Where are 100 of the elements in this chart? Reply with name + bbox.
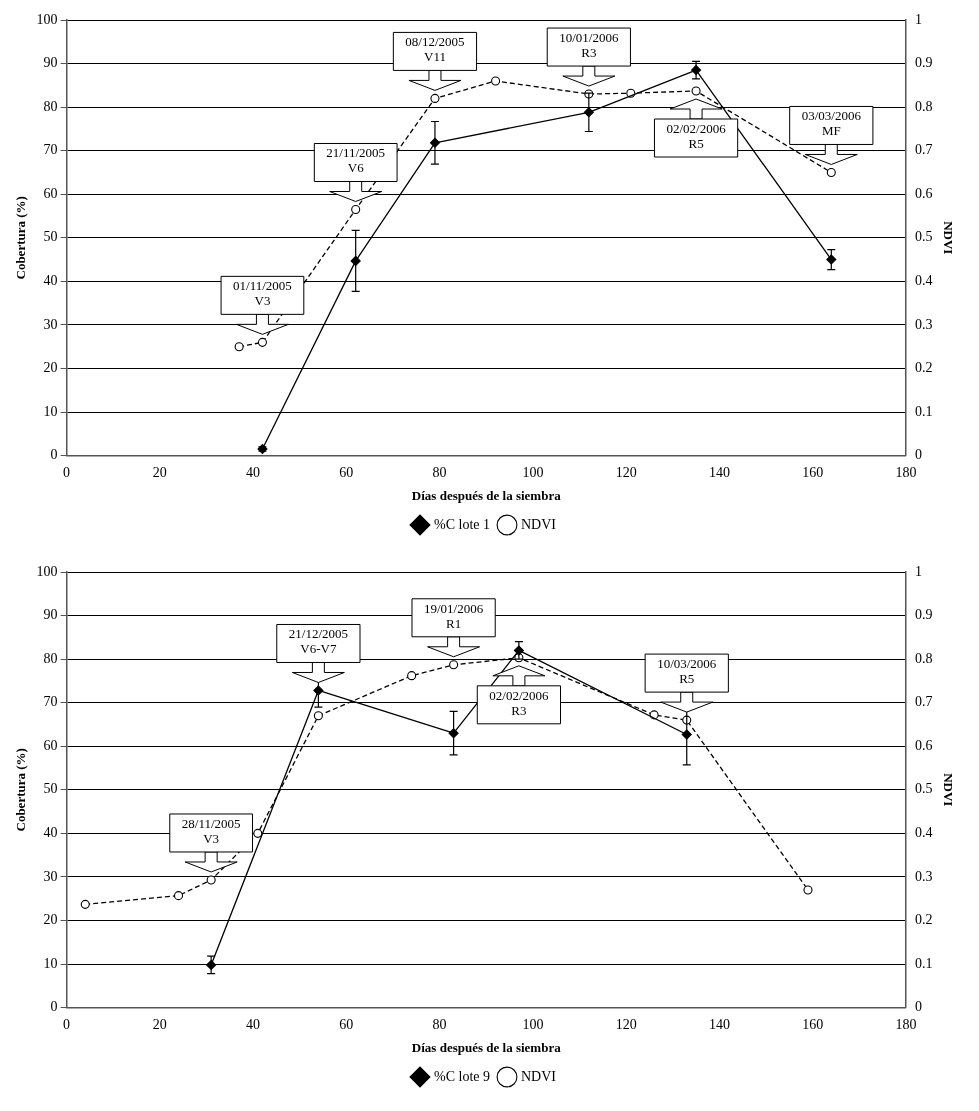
x-tick-label: 80 (432, 464, 447, 480)
y-tick-label: 50 (43, 781, 58, 797)
y-tick-label: 40 (43, 825, 58, 841)
y-tick-label: 20 (43, 912, 58, 928)
y-tick-label: 40 (43, 273, 58, 289)
annotation: 02/02/2006 R5 (666, 120, 727, 151)
y2-tick-label: 0.7 (914, 142, 933, 158)
y2-tick-label: 0.9 (914, 607, 933, 623)
point (681, 729, 692, 740)
y2-tick-label: 0.8 (914, 98, 933, 114)
x-tick-label: 60 (339, 1016, 354, 1032)
point (206, 875, 216, 885)
x-tick-label: 60 (339, 464, 354, 480)
point (826, 254, 837, 265)
y2-tick-label: 0 (914, 999, 922, 1015)
y2-axis-title: NDVI (940, 221, 956, 255)
y-tick-label: 70 (43, 142, 58, 158)
x-tick-label: 160 (802, 464, 824, 480)
y2-tick-label: 0.2 (914, 360, 933, 376)
y2-tick-label: 0.6 (914, 737, 933, 753)
y-tick-label: 10 (43, 403, 58, 419)
y-axis-title: Cobertura (%) (13, 748, 29, 832)
x-axis-title: Días después de la siembra (411, 1039, 562, 1055)
point (803, 885, 813, 895)
y-tick-label: 100 (36, 11, 58, 27)
y-tick-label: 0 (50, 447, 58, 463)
point (691, 86, 701, 96)
point (449, 660, 459, 670)
y2-tick-label: 0.3 (914, 868, 933, 884)
annotation: 10/01/2006 R3 (559, 29, 619, 60)
x-tick-label: 40 (246, 1016, 261, 1032)
legend-label: %C lote 9 (434, 1068, 491, 1084)
y2-tick-label: 0.2 (914, 912, 933, 928)
x-tick-label: 100 (522, 464, 544, 480)
annotation: 10/03/2006 R5 (657, 656, 717, 687)
y-tick-label: 90 (43, 607, 58, 623)
x-tick-label: 140 (708, 464, 730, 480)
x-tick-label: 180 (895, 464, 917, 480)
y-tick-label: 50 (43, 229, 58, 245)
point (351, 204, 361, 215)
x-tick-label: 120 (615, 464, 637, 480)
point (407, 671, 417, 681)
y2-axis-title: NDVI (940, 773, 956, 807)
y-tick-label: 60 (43, 185, 58, 201)
y2-tick-label: 0.5 (914, 229, 933, 245)
annotation: 28/11/2005 V3 (181, 815, 241, 846)
y-axis-title: Cobertura (%) (13, 196, 29, 280)
x-tick-label: 100 (522, 1016, 544, 1032)
legend-label: NDVI (521, 1068, 557, 1084)
annotation: 21/11/2005 V6 (326, 145, 386, 176)
annotation: 21/12/2005 V6-V7 (288, 626, 349, 657)
point (234, 342, 244, 352)
y2-tick-label: 0.3 (914, 316, 933, 332)
y-tick-label: 100 (36, 563, 58, 579)
y-tick-label: 0 (50, 999, 58, 1015)
x-tick-label: 80 (432, 1016, 447, 1032)
x-tick-label: 40 (246, 464, 261, 480)
x-axis-title: Días después de la siembra (411, 487, 562, 503)
y2-tick-label: 0.1 (914, 955, 933, 971)
y2-tick-label: 0.9 (914, 55, 933, 71)
y-tick-label: 30 (43, 316, 58, 332)
y-tick-label: 10 (43, 955, 58, 971)
y-tick-label: 20 (43, 360, 58, 376)
legend-label: %C lote 1 (434, 516, 491, 532)
x-tick-label: 180 (895, 1016, 917, 1032)
point (257, 337, 267, 347)
y2-tick-label: 0.4 (914, 825, 933, 841)
y2-tick-label: 0.5 (914, 781, 933, 797)
annotation: 02/02/2006 R3 (489, 687, 549, 718)
y2-tick-label: 0.7 (914, 694, 933, 710)
y2-tick-label: 0 (914, 447, 922, 463)
x-tick-label: 140 (708, 1016, 730, 1032)
y2-tick-label: 1 (914, 11, 922, 27)
y-tick-label: 80 (43, 650, 58, 666)
y2-tick-label: 0.6 (914, 185, 933, 201)
point (313, 711, 323, 721)
annotation: 01/11/2005 V3 (233, 278, 292, 309)
point (173, 891, 184, 901)
x-tick-label: 20 (152, 1016, 167, 1032)
y-tick-label: 80 (43, 98, 58, 114)
annotation: 19/01/2006 R1 (423, 600, 484, 631)
y-tick-label: 70 (43, 694, 58, 710)
y2-tick-label: 0.4 (914, 273, 933, 289)
x-tick-label: 0 (63, 1016, 71, 1032)
legend-label: NDVI (521, 516, 557, 532)
y2-tick-label: 1 (914, 563, 922, 579)
point (80, 899, 90, 909)
point (313, 685, 324, 696)
y-tick-label: 30 (43, 868, 58, 884)
y2-tick-label: 0.1 (914, 403, 933, 419)
x-tick-label: 20 (152, 464, 167, 480)
x-tick-label: 120 (615, 1016, 637, 1032)
annotation: 03/03/2006 MF (801, 108, 862, 139)
y2-tick-label: 0.8 (914, 650, 933, 666)
point (491, 76, 501, 86)
x-tick-label: 160 (802, 1016, 824, 1032)
point (430, 93, 440, 103)
annotation: 08/12/2005 V11 (405, 34, 465, 65)
x-tick-label: 0 (63, 464, 71, 480)
point (826, 167, 836, 178)
